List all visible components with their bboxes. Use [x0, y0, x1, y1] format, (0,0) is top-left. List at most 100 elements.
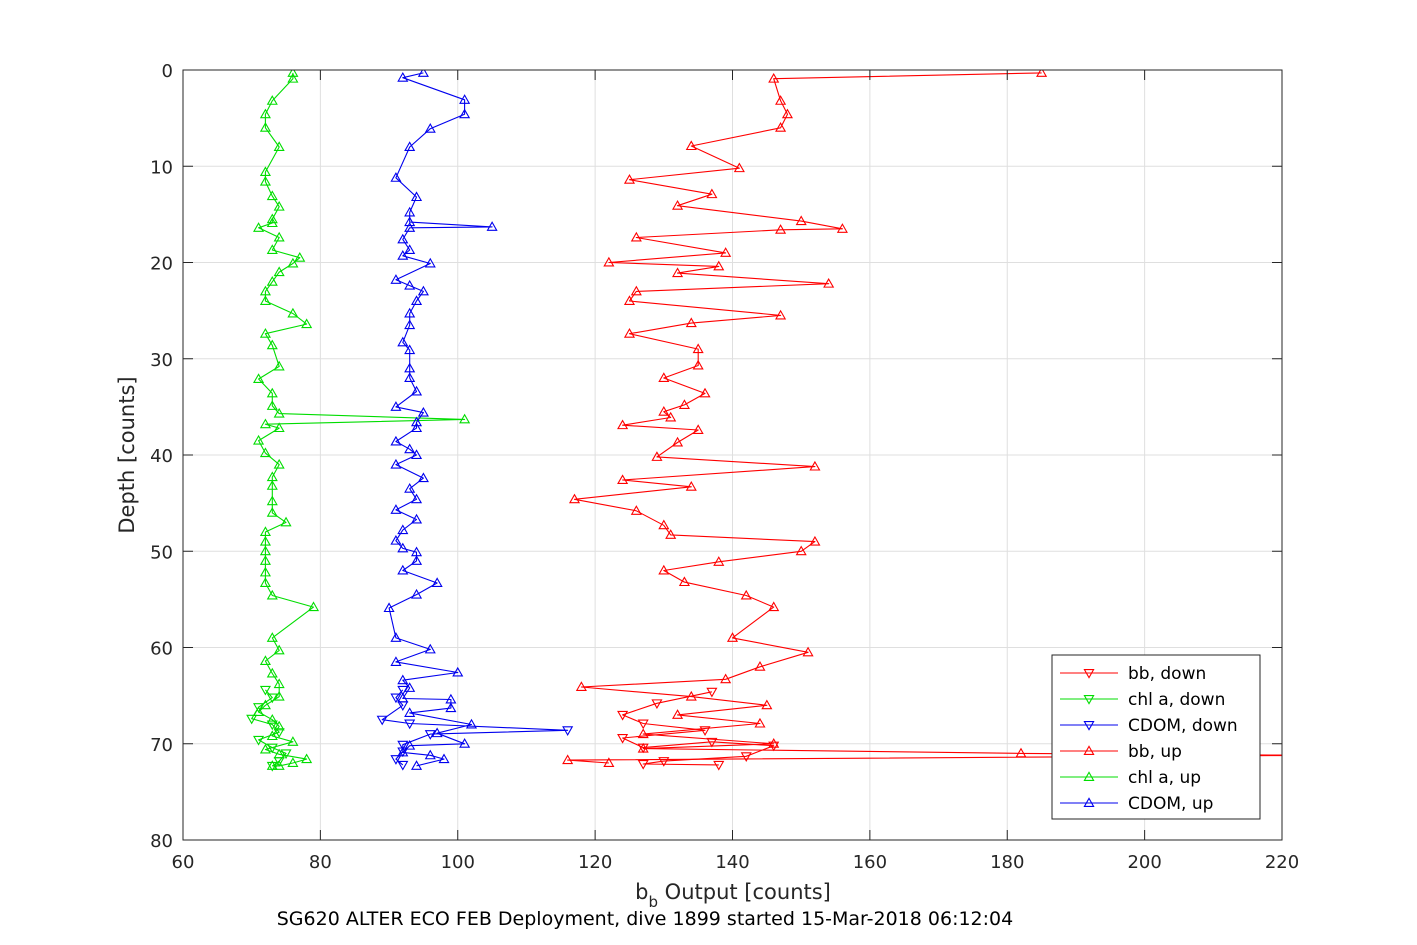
data-point — [253, 434, 265, 445]
data-point — [266, 760, 278, 770]
data-point — [259, 328, 271, 338]
data-point — [287, 757, 299, 768]
data-point — [685, 140, 697, 151]
legend-label: bb, up — [1128, 742, 1182, 762]
grid — [183, 70, 1282, 840]
data-point — [266, 190, 278, 201]
data-point — [266, 217, 278, 228]
data-point — [692, 359, 704, 370]
data-point — [273, 407, 285, 418]
axes: 60 80 100 120 140 160 180 200 220010203040506070… — [150, 61, 1299, 873]
data-point — [781, 108, 793, 119]
data-point — [809, 460, 821, 471]
legend-label: chl a, down — [1128, 690, 1225, 710]
data-point — [630, 285, 642, 296]
data-point — [410, 493, 423, 504]
data-point — [259, 285, 271, 296]
data-point — [404, 482, 416, 493]
data-point — [775, 95, 787, 105]
y-tick-label: 30 — [150, 350, 173, 371]
data-point — [259, 655, 271, 665]
data-point — [397, 564, 409, 575]
data-point — [280, 749, 292, 760]
data-point — [287, 736, 299, 746]
data-point — [376, 715, 388, 726]
data-point — [672, 200, 684, 210]
legend-marker — [1083, 797, 1095, 808]
data-point — [259, 108, 271, 119]
data-point — [253, 222, 265, 232]
legend: bb, down chl a, down CDOM, down bb, up chl a… — [1051, 654, 1261, 820]
data-point — [390, 401, 402, 411]
data-point — [404, 222, 416, 232]
data-point — [713, 260, 725, 271]
data-point — [768, 72, 780, 83]
data-point — [287, 70, 299, 77]
data-point — [775, 309, 787, 320]
data-point — [273, 422, 285, 433]
data-point — [562, 726, 574, 736]
data-point — [410, 416, 423, 427]
y-tick-label: 0 — [162, 61, 173, 82]
data-point — [266, 693, 278, 704]
data-point — [637, 759, 649, 770]
data-point — [445, 702, 457, 713]
data-point — [630, 505, 642, 515]
data-point — [809, 535, 821, 546]
x-tick-label: 100 — [441, 852, 475, 873]
data-point — [390, 632, 402, 642]
data-point — [294, 251, 306, 262]
data-point — [672, 436, 684, 447]
data-point — [397, 692, 409, 703]
data-point — [390, 656, 402, 666]
data-point — [672, 709, 684, 719]
y-tick-label: 60 — [150, 639, 173, 660]
x-tick-label: 160 — [853, 852, 887, 873]
series-line — [567, 72, 1282, 764]
x-tick-label: 60 — [172, 852, 195, 873]
data-point — [397, 233, 409, 244]
data-point — [390, 504, 402, 514]
data-point — [740, 589, 752, 600]
data-point — [651, 451, 663, 461]
series-5 — [383, 70, 498, 770]
data-point — [459, 413, 471, 424]
legend-entry: chl a, up — [1060, 768, 1201, 788]
x-axis-label-main: b — [635, 880, 648, 904]
x-tick-label: 220 — [1265, 852, 1299, 873]
data-point — [273, 458, 285, 469]
data-point — [266, 589, 278, 600]
data-point — [259, 743, 271, 754]
data-point — [410, 760, 423, 770]
data-point — [259, 577, 271, 588]
data-point — [301, 318, 313, 329]
y-tick-label: 80 — [150, 831, 173, 852]
data-point — [623, 295, 636, 306]
data-point — [754, 661, 766, 671]
data-point — [266, 632, 278, 642]
data-point — [390, 534, 402, 545]
data-point — [733, 162, 745, 173]
data-point — [410, 555, 423, 565]
data-point — [795, 215, 807, 226]
data-point — [404, 307, 416, 318]
data-point — [246, 714, 258, 725]
data-point — [424, 123, 436, 133]
data-point — [273, 360, 285, 371]
data-point — [273, 231, 285, 242]
data-point — [273, 200, 285, 211]
data-point — [404, 719, 416, 730]
data-point — [397, 760, 409, 771]
data-point — [417, 70, 429, 77]
data-point — [404, 344, 416, 355]
x-tick-label: 140 — [715, 852, 749, 873]
data-point — [754, 717, 766, 728]
x-tick-label: 80 — [309, 852, 332, 873]
legend-label: CDOM, up — [1128, 794, 1213, 814]
data-point — [259, 555, 271, 565]
data-point — [575, 681, 587, 691]
data-point — [637, 728, 649, 739]
data-point — [266, 95, 278, 105]
data-point — [410, 385, 423, 396]
data-point — [685, 481, 697, 491]
